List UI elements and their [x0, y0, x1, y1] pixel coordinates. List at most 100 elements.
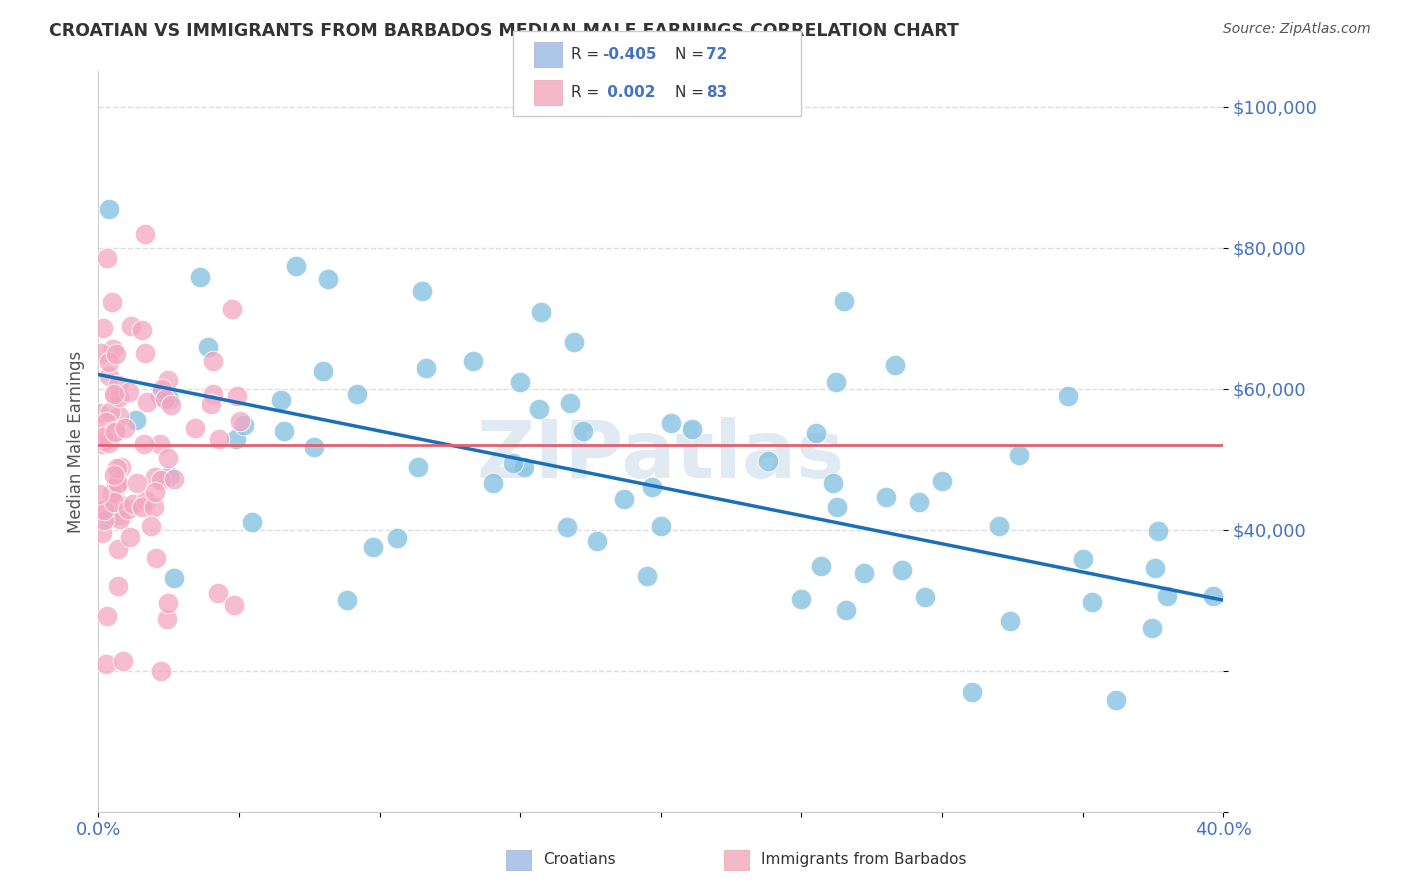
- Point: [107, 542, 129, 557]
- Point: [834, 294, 856, 309]
- Point: [134, 227, 156, 241]
- Text: 72: 72: [706, 47, 727, 62]
- Point: [509, 375, 531, 389]
- Point: [572, 424, 595, 438]
- Point: [108, 508, 131, 523]
- Point: [98, 368, 121, 383]
- Point: [225, 390, 247, 404]
- Point: [302, 441, 325, 455]
- Point: [336, 593, 359, 607]
- Point: [208, 432, 231, 446]
- Point: [1008, 448, 1031, 462]
- Point: [131, 500, 153, 515]
- Point: [513, 460, 536, 475]
- Point: [207, 586, 229, 600]
- Point: [163, 571, 186, 585]
- Point: [149, 389, 172, 403]
- Point: [96, 608, 118, 623]
- Point: [406, 459, 429, 474]
- Point: [148, 437, 170, 451]
- Point: [120, 319, 142, 334]
- Point: [105, 481, 128, 495]
- Point: [108, 409, 131, 423]
- Point: [162, 472, 184, 486]
- Point: [853, 566, 876, 581]
- Point: [188, 270, 211, 285]
- Point: [557, 520, 579, 534]
- Point: [156, 373, 179, 387]
- Point: [131, 323, 153, 337]
- Point: [661, 416, 683, 430]
- Text: ZIPatlas: ZIPatlas: [477, 417, 845, 495]
- Point: [987, 518, 1010, 533]
- Point: [415, 360, 437, 375]
- Point: [361, 541, 384, 555]
- Point: [98, 355, 121, 369]
- Text: Source: ZipAtlas.com: Source: ZipAtlas.com: [1223, 22, 1371, 37]
- Text: R =: R =: [571, 85, 605, 100]
- Point: [103, 495, 125, 509]
- Point: [90, 346, 112, 360]
- Point: [346, 386, 368, 401]
- Point: [1202, 589, 1225, 603]
- Point: [273, 424, 295, 438]
- Point: [157, 469, 180, 483]
- Point: [1156, 590, 1178, 604]
- Point: [527, 401, 550, 416]
- Point: [108, 390, 131, 404]
- Point: [142, 500, 165, 514]
- Point: [100, 486, 122, 500]
- Point: [240, 515, 263, 529]
- Y-axis label: Median Male Earnings: Median Male Earnings: [66, 351, 84, 533]
- Point: [98, 405, 121, 419]
- Point: [875, 490, 897, 504]
- Point: [184, 420, 207, 434]
- Point: [93, 513, 115, 527]
- Point: [157, 392, 180, 406]
- Point: [105, 478, 128, 492]
- Point: [96, 657, 118, 672]
- Point: [482, 476, 505, 491]
- Point: [104, 389, 127, 403]
- Point: [104, 425, 127, 440]
- Text: N =: N =: [675, 47, 709, 62]
- Point: [96, 251, 118, 265]
- Point: [118, 385, 141, 400]
- Point: [270, 393, 292, 408]
- Point: [111, 654, 134, 668]
- Point: [150, 474, 173, 488]
- Point: [810, 559, 832, 574]
- Point: [103, 424, 125, 438]
- Point: [93, 503, 115, 517]
- Point: [104, 347, 127, 361]
- Text: 83: 83: [706, 85, 727, 100]
- Point: [1000, 615, 1022, 629]
- Point: [121, 497, 143, 511]
- Point: [145, 551, 167, 566]
- Point: [884, 358, 907, 372]
- Point: [823, 476, 845, 491]
- Point: [1056, 389, 1078, 403]
- Point: [143, 484, 166, 499]
- Point: [200, 397, 222, 411]
- Point: [636, 568, 658, 582]
- Point: [103, 387, 125, 401]
- Point: [103, 343, 125, 357]
- Point: [107, 579, 129, 593]
- Point: [127, 475, 149, 490]
- Point: [1105, 693, 1128, 707]
- Point: [1147, 524, 1170, 539]
- Point: [890, 562, 912, 576]
- Point: [91, 434, 114, 448]
- Point: [914, 590, 936, 604]
- Point: [143, 470, 166, 484]
- Point: [134, 346, 156, 360]
- Point: [387, 531, 409, 545]
- Point: [89, 406, 111, 420]
- Point: [120, 530, 142, 544]
- Point: [98, 511, 121, 525]
- Point: [316, 271, 339, 285]
- Text: -0.405: -0.405: [602, 47, 657, 62]
- Point: [157, 451, 180, 466]
- Point: [1071, 552, 1094, 566]
